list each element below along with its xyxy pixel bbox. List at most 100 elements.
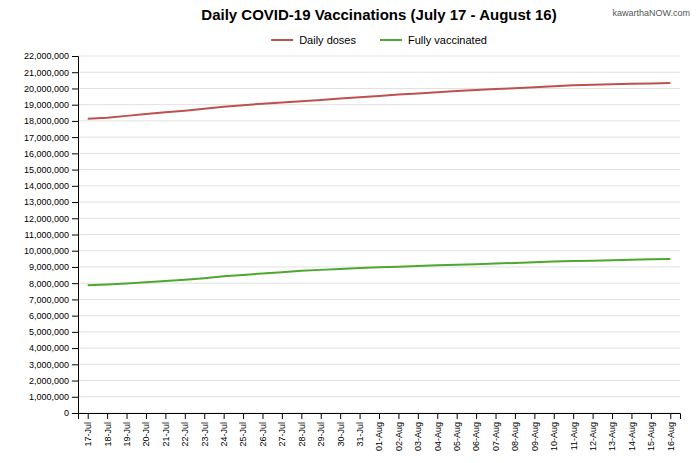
grid-line: [78, 137, 680, 138]
x-tick-label: 03-Aug: [413, 422, 423, 451]
y-tick-mark: [72, 381, 78, 382]
y-tick: 17,000,000: [24, 133, 78, 143]
x-tick-label: 21-Jul: [161, 422, 171, 447]
x-tick-mark: [418, 413, 419, 419]
x-tick-label: 15-Aug: [646, 422, 656, 451]
x-tick-label: 04-Aug: [433, 422, 443, 451]
grid-line: [78, 380, 680, 381]
x-tick: 08-Aug: [510, 413, 520, 451]
x-tick-label: 07-Aug: [491, 422, 501, 451]
x-tick: 28-Jul: [297, 413, 307, 447]
grid-line: [78, 331, 680, 332]
grid-line: [78, 218, 680, 219]
y-tick: 1,000,000: [29, 392, 78, 402]
grid-line: [78, 364, 680, 365]
y-tick-mark: [72, 170, 78, 171]
x-tick: 07-Aug: [491, 413, 501, 451]
y-tick-label: 10,000,000: [24, 246, 69, 256]
y-tick-mark: [72, 105, 78, 106]
x-tick-mark: [398, 413, 399, 419]
x-tick: 16-Aug: [666, 413, 676, 451]
y-tick-mark: [72, 251, 78, 252]
x-tick-mark: [631, 413, 632, 419]
grid-line: [78, 283, 680, 284]
y-tick-label: 4,000,000: [29, 343, 69, 353]
x-tick-mark: [243, 413, 244, 419]
x-tick-label: 02-Aug: [394, 422, 404, 451]
y-tick-mark: [72, 316, 78, 317]
y-tick: 9,000,000: [29, 262, 78, 272]
x-tick: 31-Jul: [355, 413, 365, 447]
x-tick-mark: [515, 413, 516, 419]
x-tick-label: 11-Aug: [569, 422, 579, 450]
x-tick: 12-Aug: [588, 413, 598, 451]
y-tick-label: 16,000,000: [24, 149, 69, 159]
y-tick-label: 12,000,000: [24, 214, 69, 224]
x-tick-label: 20-Jul: [141, 422, 151, 447]
x-tick: 15-Aug: [646, 413, 656, 451]
y-tick: 15,000,000: [24, 165, 78, 175]
annotation: kawarthaNOW.com: [612, 8, 690, 18]
grid-line: [78, 88, 680, 89]
y-tick: 12,000,000: [24, 214, 78, 224]
x-tick-label: 30-Jul: [336, 422, 346, 447]
x-tick-mark: [437, 413, 438, 419]
x-tick: 26-Jul: [258, 413, 268, 447]
y-tick: 20,000,000: [24, 84, 78, 94]
x-tick-mark: [457, 413, 458, 419]
y-tick-label: 17,000,000: [24, 133, 69, 143]
grid-line: [78, 234, 680, 235]
x-tick-label: 19-Jul: [122, 422, 132, 447]
x-tick-label: 24-Jul: [219, 422, 229, 447]
x-tick-mark: [593, 413, 594, 419]
x-tick-mark: [88, 413, 89, 419]
line: [88, 83, 671, 119]
grid-line: [78, 202, 680, 203]
grid-line: [78, 153, 680, 154]
y-tick-mark: [72, 364, 78, 365]
x-tick-mark: [612, 413, 613, 419]
y-axis-line: [72, 57, 79, 414]
grid-line: [78, 185, 680, 186]
grid-line: [78, 396, 680, 397]
y-tick-mark: [72, 283, 78, 284]
x-tick-label: 28-Jul: [297, 422, 307, 447]
x-tick: 17-Jul: [83, 413, 93, 447]
y-tick-label: 19,000,000: [24, 100, 69, 110]
y-tick: 4,000,000: [29, 343, 78, 353]
x-axis-line: [79, 414, 681, 420]
y-tick: 5,000,000: [29, 327, 78, 337]
y-tick-label: 20,000,000: [24, 84, 69, 94]
y-tick-mark: [72, 88, 78, 89]
x-tick: 02-Aug: [394, 413, 404, 451]
x-tick-mark: [379, 413, 380, 419]
x-tick: 04-Aug: [433, 413, 443, 451]
x-tick-label: 12-Aug: [588, 422, 598, 451]
x-tick-label: 14-Aug: [627, 422, 637, 451]
y-tick-label: 9,000,000: [29, 262, 69, 272]
x-tick-mark: [224, 413, 225, 419]
y-tick-mark: [72, 332, 78, 333]
x-tick: 21-Jul: [161, 413, 171, 447]
grid-line: [78, 72, 680, 73]
x-tick-mark: [127, 413, 128, 419]
y-tick-label: 14,000,000: [24, 181, 69, 191]
y-tick-mark: [72, 153, 78, 154]
x-tick: 14-Aug: [627, 413, 637, 451]
x-tick-mark: [360, 413, 361, 419]
x-tick-mark: [282, 413, 283, 419]
y-tick-label: 18,000,000: [24, 116, 69, 126]
x-tick: 11-Aug: [569, 413, 579, 450]
grid-line: [78, 348, 680, 349]
y-tick: 8,000,000: [29, 279, 78, 289]
y-tick-label: 1,000,000: [29, 392, 69, 402]
grid-line: [78, 299, 680, 300]
x-tick: 20-Jul: [141, 413, 151, 447]
y-tick-label: 8,000,000: [29, 279, 69, 289]
x-tick: 22-Jul: [180, 413, 190, 447]
y-tick-label: 6,000,000: [29, 311, 69, 321]
x-tick-mark: [262, 413, 263, 419]
y-tick-mark: [72, 299, 78, 300]
y-tick-label: 0: [64, 408, 69, 418]
grid-line: [78, 120, 680, 121]
